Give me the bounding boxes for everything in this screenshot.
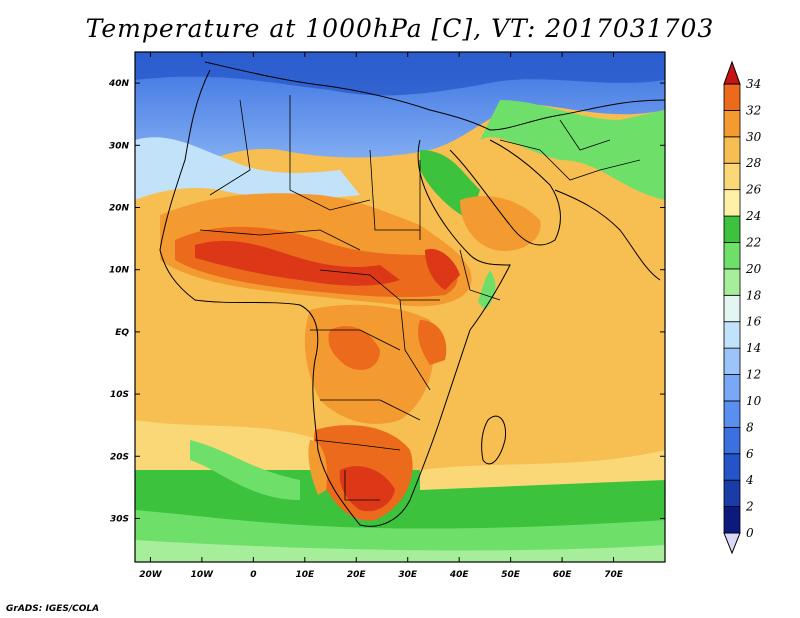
colorbar-box (723, 110, 741, 138)
axes: 20W 10W 0 10E 20E 30E 40E 50E 60E 70E 40N 30N 20N 10N… (108, 52, 665, 580)
colorbar-box (723, 400, 741, 428)
colorbar-label: 2 (745, 500, 754, 514)
colorbar-box (723, 294, 741, 323)
plot-frame (134, 51, 666, 563)
colorbar-label: 30 (746, 130, 762, 144)
colorbar-over-triangle (723, 60, 741, 85)
lat-tick-label: 10S (110, 390, 129, 400)
colorbar-label: 4 (745, 473, 754, 487)
colorbar-label: 18 (746, 288, 762, 302)
coastlines (159, 61, 665, 527)
colorbar-box (723, 162, 741, 191)
country-borders (199, 95, 641, 501)
plot-title: Temperature at 1000hPa [C], VT: 20170317… (85, 14, 715, 43)
lon-tick-label: 50E (501, 570, 521, 580)
lat-tick-label: 30S (110, 514, 129, 524)
colorbar-label: 12 (746, 368, 761, 382)
lat-tick-label: 20N (109, 203, 130, 213)
colorbar-label: 32 (746, 103, 761, 117)
lon-tick-label: 60E (553, 570, 573, 580)
lon-tick-label: 40E (449, 570, 470, 580)
lon-tick-label: 20E (347, 570, 367, 580)
colorbar-box (723, 321, 741, 349)
colorbar-label: 6 (746, 447, 754, 461)
colorbar-label: 34 (746, 77, 761, 91)
colorbar-label: 24 (745, 209, 761, 223)
colorbar-box (723, 479, 741, 507)
colorbar-box (723, 506, 741, 534)
lon-tick-label: 70E (604, 570, 624, 580)
colorbar-box (723, 453, 741, 481)
colorbar-box (723, 268, 741, 296)
colorbar-box (723, 242, 741, 270)
temperature-field (135, 52, 665, 562)
colorbar-box (723, 215, 741, 243)
lon-tick-label: 30E (398, 570, 418, 580)
colorbar-label: 0 (746, 526, 754, 540)
colorbar-label: 26 (745, 183, 762, 197)
colorbar-box (723, 374, 741, 402)
colorbar-label: 22 (745, 235, 761, 249)
colorbar-label: 20 (745, 262, 762, 276)
colorbar-label: 28 (745, 156, 762, 170)
lon-tick-label: 10W (191, 570, 215, 580)
colorbar-under-triangle (723, 532, 741, 555)
lat-tick-label: 10N (109, 266, 130, 276)
colorbar-label: 14 (746, 341, 761, 355)
colorbar-label: 10 (746, 394, 762, 408)
colorbar-label: 16 (746, 315, 762, 329)
colorbar-box (723, 426, 741, 455)
lat-tick-label: 40N (108, 79, 130, 89)
lat-tick-label: EQ (115, 328, 129, 338)
colorbar-box (723, 189, 741, 217)
lat-tick-label: 30N (109, 141, 130, 151)
lon-tick-label: 0 (250, 570, 256, 580)
colorbar-label: 8 (746, 420, 754, 434)
lat-tick-label: 20S (110, 452, 129, 462)
colorbar-box (723, 347, 741, 375)
lon-tick-label: 10E (295, 570, 315, 580)
colorbar-box (723, 136, 741, 164)
credit-text: GrADS: IGES/COLA (6, 604, 100, 614)
colorbar-box (723, 83, 741, 111)
lon-tick-label: 20W (139, 570, 163, 580)
